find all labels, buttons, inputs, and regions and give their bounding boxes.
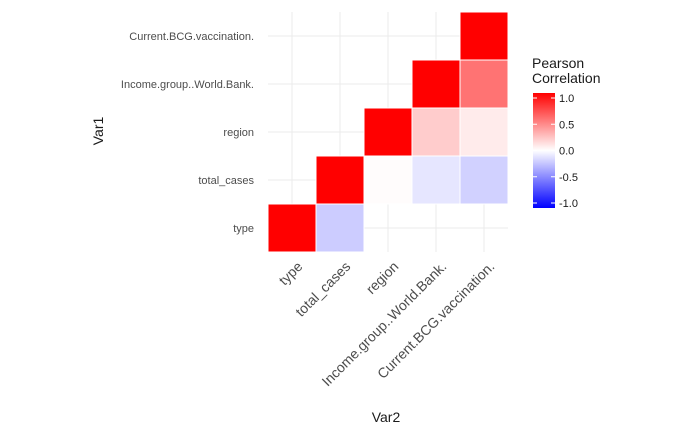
x-axis-title: Var2 [372, 409, 401, 425]
legend-tick-label-2: 0.0 [559, 146, 574, 158]
y-tick-labels: type total_cases region Income.group..World… [121, 31, 255, 235]
y-tick-label-0: type [233, 223, 254, 235]
heatmap-cell-Income.group..World.Bank.-Income.group..World.Bank. [411, 59, 461, 109]
y-tick-label-1: total_cases [198, 175, 254, 187]
heatmap-cell-Current.BCG.vaccination.-Current.BCG.vaccination. [459, 11, 509, 61]
legend-colorbar [533, 93, 555, 208]
x-tick-label-2: region [363, 258, 402, 297]
legend-tick-label-1: 0.5 [559, 119, 574, 131]
heatmap-cell-total_cases-total_cases [315, 155, 365, 205]
x-tick-label-0: type [275, 258, 305, 288]
legend-title-line-2: Correlation [532, 70, 600, 86]
heatmap-cell-Income.group..World.Bank.-total_cases [411, 155, 461, 205]
heatmap-cell-region-total_cases [363, 155, 413, 205]
heatmap-cell-total_cases-type [315, 203, 365, 253]
heatmap-cell-Income.group..World.Bank.-region [411, 107, 461, 157]
legend-tick-label-3: -0.5 [559, 172, 578, 184]
legend-ticks: 1.0 0.5 0.0 -0.5 -1.0 [533, 93, 578, 210]
legend-tick-label-0: 1.0 [559, 93, 574, 105]
heatmap-cells [267, 11, 509, 253]
heatmap-cell-region-region [363, 107, 413, 157]
y-tick-label-4: Current.BCG.vaccination. [129, 31, 254, 43]
heatmap-cell-Current.BCG.vaccination.-region [459, 107, 509, 157]
y-tick-label-2: region [223, 127, 254, 139]
heatmap-cell-Current.BCG.vaccination.-total_cases [459, 155, 509, 205]
legend-tick-label-4: -1.0 [559, 198, 578, 210]
heatmap-cell-type-type [267, 203, 317, 253]
y-tick-label-3: Income.group..World.Bank. [121, 79, 254, 91]
y-axis-title: Var1 [90, 117, 106, 146]
legend-title-line-1: Pearson [532, 55, 584, 71]
heatmap-cell-Current.BCG.vaccination.-Income.group..World.Bank. [459, 59, 509, 109]
color-legend: Pearson Correlation 1.0 0.5 0.0 -0.5 -1.0 [532, 55, 600, 210]
